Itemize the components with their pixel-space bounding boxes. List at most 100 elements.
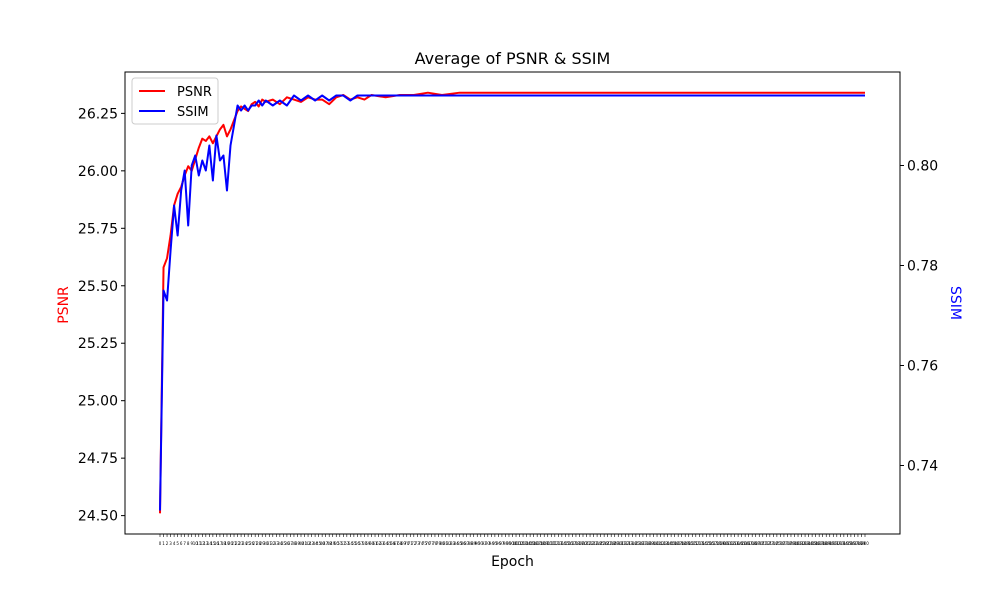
x-tick-label: 112 — [551, 541, 559, 546]
x-tick-label: 176 — [777, 541, 785, 546]
x-tick-label: 14 — [207, 541, 213, 546]
x-tick-label: 49 — [330, 541, 336, 546]
x-tick-label: 3 — [169, 541, 172, 546]
x-tick-label: 21 — [231, 541, 237, 546]
x-tick-label: 42 — [306, 541, 312, 546]
x-tick-label: 177 — [780, 541, 788, 546]
x-tick-label: 52 — [341, 541, 347, 546]
x-tick-label: 192 — [833, 541, 841, 546]
x-tick-label: 121 — [583, 541, 591, 546]
x-tick-label: 58 — [362, 541, 368, 546]
x-tick-label: 175 — [773, 541, 781, 546]
x-tick-label: 179 — [787, 541, 795, 546]
x-tick-label: 107 — [533, 541, 541, 546]
x-tick-label: 71 — [408, 541, 414, 546]
x-tick-label: 134 — [629, 541, 637, 546]
x-tick-label: 0 — [159, 541, 162, 546]
x-tick-label: 101 — [512, 541, 520, 546]
x-tick-label: 91 — [478, 541, 484, 546]
x-tick-label: 41 — [302, 541, 308, 546]
x-tick-label: 76 — [425, 541, 431, 546]
x-tick-label: 51 — [337, 541, 343, 546]
x-tick-label: 155 — [703, 541, 711, 546]
x-tick-label: 138 — [643, 541, 651, 546]
left-y-tick-label: 24.50 — [78, 509, 118, 525]
x-tick-label: 7 — [183, 541, 186, 546]
x-tick-label: 70 — [404, 541, 410, 546]
x-tick-label: 15 — [210, 541, 216, 546]
x-tick-label: 8 — [187, 541, 190, 546]
x-tick-label: 77 — [429, 541, 435, 546]
x-tick-label: 105 — [526, 541, 534, 546]
x-tick-label: 131 — [618, 541, 626, 546]
x-tick-label: 35 — [281, 541, 287, 546]
x-tick-label: 110 — [544, 541, 552, 546]
x-tick-label: 30 — [263, 541, 269, 546]
x-tick-label: 102 — [516, 541, 524, 546]
x-tick-label: 87 — [464, 541, 470, 546]
x-tick-label: 31 — [267, 541, 273, 546]
x-tick-label: 144 — [664, 541, 672, 546]
x-tick-label: 160 — [720, 541, 728, 546]
x-tick-label: 145 — [667, 541, 675, 546]
x-tick-label: 132 — [621, 541, 629, 546]
x-tick-label: 68 — [397, 541, 403, 546]
x-tick-label: 188 — [819, 541, 827, 546]
x-tick-label: 139 — [646, 541, 654, 546]
x-tick-label: 88 — [468, 541, 474, 546]
x-tick-label: 39 — [295, 541, 301, 546]
x-tick-label: 2 — [166, 541, 169, 546]
x-tick-label: 125 — [597, 541, 605, 546]
x-tick-label: 152 — [692, 541, 700, 546]
x-tick-label: 113 — [555, 541, 563, 546]
left-axis-title: PSNR — [56, 286, 72, 324]
x-tick-label: 27 — [253, 541, 259, 546]
x-tick-label: 95 — [492, 541, 498, 546]
x-tick-label: 61 — [372, 541, 378, 546]
x-tick-label: 146 — [671, 541, 679, 546]
left-y-tick-label: 25.75 — [78, 221, 118, 237]
chart-title: Average of PSNR & SSIM — [415, 49, 611, 68]
legend: PSNR SSIM — [131, 77, 219, 125]
x-tick-label: 62 — [376, 541, 382, 546]
x-tick-label: 69 — [401, 541, 407, 546]
x-tick-label: 137 — [639, 541, 647, 546]
x-tick-label: 165 — [738, 541, 746, 546]
x-tick-label: 53 — [344, 541, 350, 546]
x-tick-label: 153 — [696, 541, 704, 546]
x-tick-label: 81 — [443, 541, 449, 546]
x-tick-label: 193 — [837, 541, 845, 546]
plot-area — [159, 91, 865, 514]
x-tick-label: 128 — [607, 541, 615, 546]
x-tick-label: 166 — [741, 541, 749, 546]
x-tick-label: 199 — [858, 541, 866, 546]
x-tick-label: 80 — [439, 541, 445, 546]
x-tick-label: 111 — [547, 541, 555, 546]
x-tick-label: 66 — [390, 541, 396, 546]
x-tick-label: 148 — [678, 541, 686, 546]
x-tick-label: 157 — [710, 541, 718, 546]
x-tick-label: 106 — [530, 541, 538, 546]
x-tick-label: 19 — [224, 541, 230, 546]
x-tick-label: 170 — [755, 541, 763, 546]
x-tick-label: 75 — [422, 541, 428, 546]
x-tick-label: 47 — [323, 541, 329, 546]
x-tick-label: 122 — [586, 541, 594, 546]
x-tick-label: 163 — [731, 541, 739, 546]
x-tick-label: 168 — [748, 541, 756, 546]
x-tick-label: 97 — [499, 541, 505, 546]
x-tick-label: 185 — [808, 541, 816, 546]
x-tick-label: 17 — [217, 541, 223, 546]
x-tick-label: 94 — [489, 541, 495, 546]
x-tick-label: 89 — [471, 541, 477, 546]
x-tick-label: 120 — [579, 541, 587, 546]
x-tick-label: 40 — [298, 541, 304, 546]
axes: 24.50 24.75 25.00 25.25 25.50 25.75 26.00 26.25… — [78, 71, 938, 546]
x-tick-label: 141 — [653, 541, 661, 546]
x-tick-label: 184 — [805, 541, 813, 546]
x-tick-label: 129 — [611, 541, 619, 546]
x-tick-label: 20 — [228, 541, 234, 546]
x-tick-label: 44 — [313, 541, 319, 546]
x-tick-label: 147 — [674, 541, 682, 546]
